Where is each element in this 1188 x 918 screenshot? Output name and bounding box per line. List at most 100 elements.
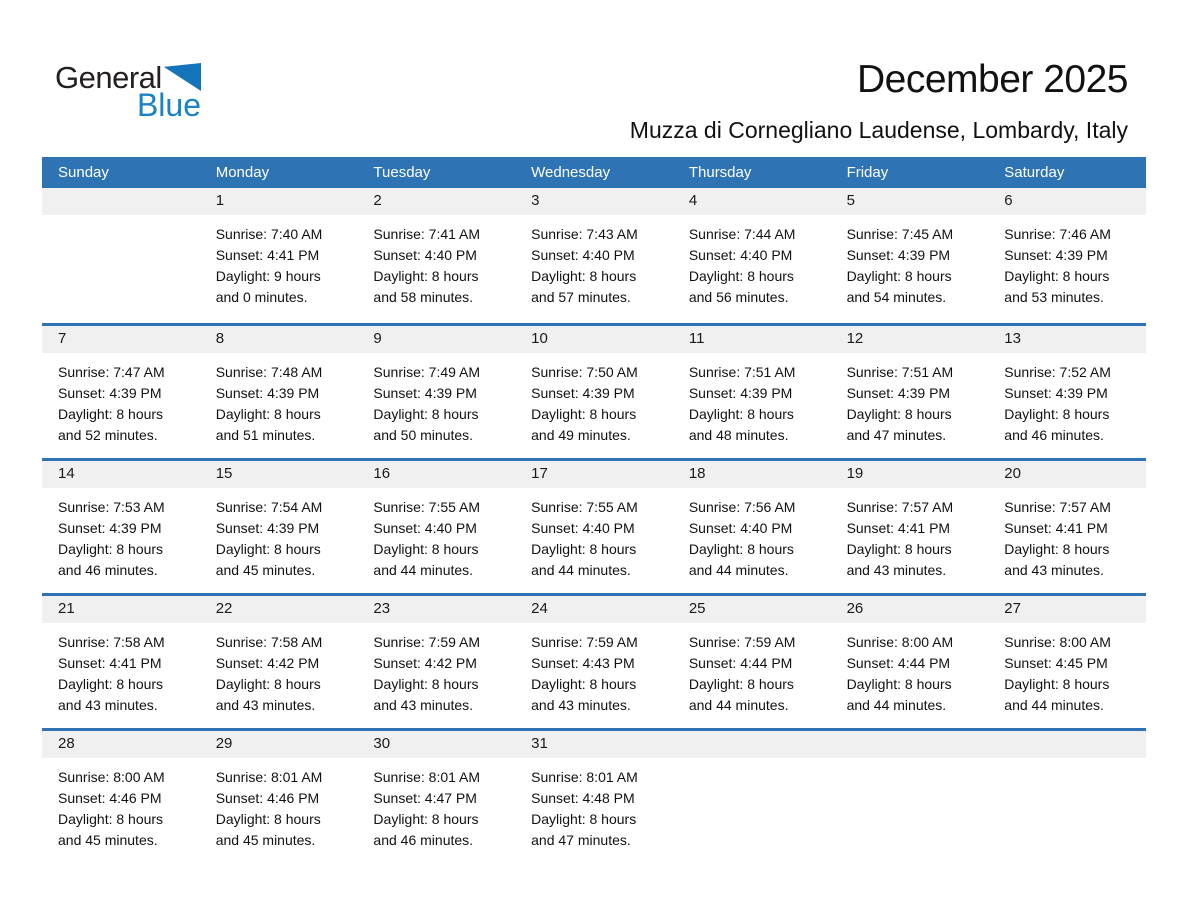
- day-cell: 3 Sunrise: 7:43 AM Sunset: 4:40 PM Daylight…: [515, 188, 673, 323]
- day-number: 28: [42, 731, 200, 758]
- sunrise-text: Sunrise: 7:47 AM: [58, 364, 165, 380]
- daylight-text-line1: Daylight: 8 hours: [846, 541, 952, 557]
- day-cell: 12 Sunrise: 7:51 AM Sunset: 4:39 PM Dayligh…: [830, 326, 989, 458]
- day-details: Sunrise: 7:47 AM Sunset: 4:39 PM Daylight:…: [42, 353, 200, 446]
- sunset-text: Sunset: 4:40 PM: [688, 520, 793, 536]
- day-number: 2: [357, 188, 516, 215]
- day-number: 18: [672, 461, 831, 488]
- weekday-header-friday: Friday: [846, 164, 889, 181]
- sunset-text: Sunset: 4:40 PM: [373, 520, 477, 536]
- daylight-text-line2: and 45 minutes.: [58, 832, 158, 848]
- daylight-text-line1: Daylight: 8 hours: [846, 676, 952, 692]
- daylight-text-line1: Daylight: 8 hours: [373, 406, 479, 422]
- day-number: 14: [42, 461, 200, 488]
- day-cell: 8 Sunrise: 7:48 AM Sunset: 4:39 PM Daylight…: [199, 326, 358, 458]
- daylight-text-line1: Daylight: 8 hours: [215, 811, 321, 827]
- day-details: Sunrise: 7:59 AM Sunset: 4:43 PM Daylight:…: [515, 623, 673, 716]
- daylight-text-line2: and 54 minutes.: [846, 289, 947, 305]
- day-details: Sunrise: 7:58 AM Sunset: 4:42 PM Daylight:…: [200, 623, 358, 716]
- sunset-text: Sunset: 4:41 PM: [215, 247, 320, 263]
- day-details: Sunrise: 7:48 AM Sunset: 4:39 PM Daylight:…: [200, 353, 358, 446]
- sunrise-text: Sunrise: 7:51 AM: [846, 364, 954, 380]
- sunset-text: Sunset: 4:40 PM: [531, 247, 635, 263]
- sunrise-text: Sunrise: 7:55 AM: [531, 499, 638, 515]
- sunset-text: Sunset: 4:41 PM: [58, 655, 162, 671]
- sunset-text: Sunset: 4:42 PM: [373, 655, 477, 671]
- day-cell: 18 Sunrise: 7:56 AM Sunset: 4:40 PM Dayligh…: [672, 461, 831, 593]
- day-number: 11: [672, 326, 831, 353]
- sunset-text: Sunset: 4:45 PM: [1004, 655, 1108, 671]
- sunrise-text: Sunrise: 7:43 AM: [531, 226, 638, 242]
- day-details: Sunrise: 7:57 AM Sunset: 4:41 PM Daylight:…: [988, 488, 1146, 581]
- week-row: 7 Sunrise: 7:47 AM Sunset: 4:39 PM Daylight…: [42, 323, 1146, 458]
- day-number: 26: [830, 596, 989, 623]
- weekday-header-tuesday: Tuesday: [373, 164, 431, 181]
- page-title: December 2025: [857, 58, 1129, 101]
- daylight-text-line2: and 0 minutes.: [215, 289, 308, 305]
- daylight-text-line2: and 51 minutes.: [215, 427, 316, 443]
- day-details: Sunrise: 7:50 AM Sunset: 4:39 PM Daylight:…: [515, 353, 673, 446]
- daylight-text-line1: Daylight: 8 hours: [531, 811, 637, 827]
- day-cell: 2 Sunrise: 7:41 AM Sunset: 4:40 PM Daylight…: [357, 188, 516, 323]
- sunset-text: Sunset: 4:40 PM: [688, 247, 793, 263]
- weekday-header-row: Sunday Monday Tuesday Wednesday Thursday Frid…: [42, 157, 1146, 188]
- daylight-text-line2: and 43 minutes.: [215, 697, 316, 713]
- week-row: 1 Sunrise: 7:40 AM Sunset: 4:41 PM Daylight…: [42, 188, 1146, 323]
- daylight-text-line2: and 47 minutes.: [531, 832, 631, 848]
- day-cell: 6 Sunrise: 7:46 AM Sunset: 4:39 PM Daylight…: [988, 188, 1146, 323]
- daylight-text-line2: and 44 minutes.: [688, 562, 789, 578]
- day-number: 9: [357, 326, 516, 353]
- day-number: 21: [42, 596, 200, 623]
- day-number: 4: [672, 188, 831, 215]
- sunset-text: Sunset: 4:39 PM: [215, 385, 320, 401]
- daylight-text-line1: Daylight: 8 hours: [1004, 406, 1110, 422]
- day-cell: 31 Sunrise: 8:01 AM Sunset: 4:48 PM Dayligh…: [515, 731, 673, 863]
- day-cell: 14 Sunrise: 7:53 AM Sunset: 4:39 PM Dayligh…: [42, 461, 200, 593]
- weekday-header-wednesday: Wednesday: [531, 164, 611, 181]
- daylight-text-line2: and 47 minutes.: [846, 427, 947, 443]
- daylight-text-line1: Daylight: 8 hours: [58, 811, 164, 827]
- day-number: 22: [199, 596, 358, 623]
- daylight-text-line1: Daylight: 8 hours: [373, 541, 479, 557]
- day-details: Sunrise: 7:46 AM Sunset: 4:39 PM Daylight:…: [988, 215, 1146, 308]
- day-number: 5: [830, 188, 989, 215]
- sunset-text: Sunset: 4:39 PM: [373, 385, 477, 401]
- day-number: 29: [199, 731, 358, 758]
- daylight-text-line2: and 56 minutes.: [688, 289, 789, 305]
- day-details: Sunrise: 7:44 AM Sunset: 4:40 PM Daylight:…: [673, 215, 831, 308]
- daylight-text-line1: Daylight: 8 hours: [846, 268, 952, 284]
- day-details: Sunrise: 8:01 AM Sunset: 4:46 PM Daylight:…: [200, 758, 358, 851]
- daylight-text-line2: and 43 minutes.: [58, 697, 158, 713]
- day-number: 19: [830, 461, 989, 488]
- day-cell: 11 Sunrise: 7:51 AM Sunset: 4:39 PM Dayligh…: [672, 326, 831, 458]
- day-details: Sunrise: 7:59 AM Sunset: 4:42 PM Daylight:…: [357, 623, 515, 716]
- daylight-text-line2: and 46 minutes.: [373, 832, 474, 848]
- day-number: 6: [988, 188, 1146, 215]
- sunrise-text: Sunrise: 7:48 AM: [215, 364, 323, 380]
- daylight-text-line1: Daylight: 8 hours: [58, 541, 164, 557]
- day-details: Sunrise: 7:57 AM Sunset: 4:41 PM Daylight:…: [831, 488, 989, 581]
- day-number: [672, 731, 831, 758]
- daylight-text-line1: Daylight: 8 hours: [373, 811, 479, 827]
- daylight-text-line2: and 43 minutes.: [1004, 562, 1104, 578]
- day-number: 30: [357, 731, 516, 758]
- daylight-text-line1: Daylight: 8 hours: [531, 406, 637, 422]
- daylight-text-line2: and 46 minutes.: [58, 562, 158, 578]
- day-cell: 26 Sunrise: 8:00 AM Sunset: 4:44 PM Dayligh…: [830, 596, 989, 728]
- day-cell: 25 Sunrise: 7:59 AM Sunset: 4:44 PM Dayligh…: [672, 596, 831, 728]
- day-number: 8: [199, 326, 358, 353]
- day-details: Sunrise: 7:43 AM Sunset: 4:40 PM Daylight:…: [515, 215, 673, 308]
- sunset-text: Sunset: 4:48 PM: [531, 790, 635, 806]
- daylight-text-line2: and 43 minutes.: [846, 562, 947, 578]
- daylight-text-line2: and 49 minutes.: [531, 427, 631, 443]
- sunset-text: Sunset: 4:39 PM: [846, 247, 951, 263]
- day-details: Sunrise: 7:56 AM Sunset: 4:40 PM Daylight:…: [673, 488, 831, 581]
- daylight-text-line1: Daylight: 9 hours: [215, 268, 321, 284]
- day-cell: 21 Sunrise: 7:58 AM Sunset: 4:41 PM Dayligh…: [42, 596, 200, 728]
- sunrise-text: Sunrise: 7:53 AM: [58, 499, 165, 515]
- day-number: 25: [672, 596, 831, 623]
- daylight-text-line1: Daylight: 8 hours: [58, 676, 164, 692]
- week-row: 14 Sunrise: 7:53 AM Sunset: 4:39 PM Dayligh…: [42, 458, 1146, 593]
- daylight-text-line1: Daylight: 8 hours: [688, 406, 794, 422]
- daylight-text-line1: Daylight: 8 hours: [373, 676, 479, 692]
